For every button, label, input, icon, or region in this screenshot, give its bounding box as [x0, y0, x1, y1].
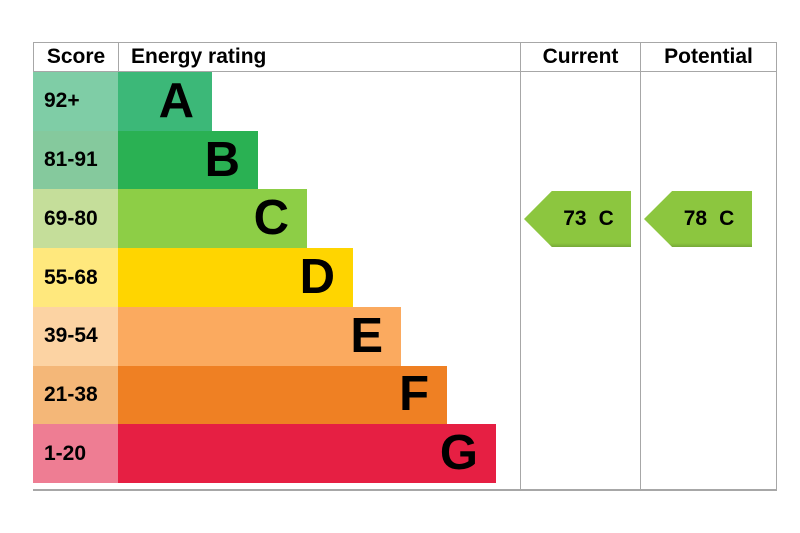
potential-rating-band: C: [719, 207, 735, 230]
score-range: 39-54: [33, 306, 118, 366]
band-letter: D: [299, 250, 335, 305]
band-letter: B: [204, 132, 240, 187]
band-letter: C: [253, 191, 289, 246]
band-bar-g: G: [118, 424, 496, 484]
score-range: 55-68: [33, 248, 118, 307]
score-range: 92+: [33, 72, 118, 131]
table-header: Score Energy rating Current Potential: [33, 42, 777, 72]
score-range: 81-91: [33, 130, 118, 190]
band-letter: G: [439, 426, 478, 481]
band-letter: A: [158, 73, 194, 128]
band-bar-d: D: [118, 248, 353, 307]
rating-row-d: 55-68 D: [33, 248, 777, 307]
current-column-divider: [520, 72, 521, 490]
header-score: Score: [34, 43, 119, 71]
rating-row-e: 39-54 E: [33, 306, 777, 366]
potential-rating-value: 78: [683, 207, 708, 230]
header-energy-rating: Energy rating: [119, 43, 521, 71]
rating-row-g: 1-20 G: [33, 424, 777, 484]
score-range: 1-20: [33, 424, 118, 484]
table-bottom-border: [33, 489, 777, 491]
potential-column-divider: [640, 72, 641, 490]
score-range: 69-80: [33, 189, 118, 249]
band-letter: F: [399, 367, 429, 422]
band-bar-b: B: [118, 130, 258, 190]
band-bar-a: A: [118, 72, 212, 131]
header-current: Current: [521, 43, 641, 71]
current-rating-value: 73: [563, 207, 587, 230]
header-potential: Potential: [664, 45, 753, 68]
rating-row-b: 81-91 B: [33, 130, 777, 190]
rating-row-c: 69-80 C: [33, 189, 777, 249]
rating-rows: 92+ A 81-91 B 69-80 C 55-68 D 39-54 E 21-38 F 1-20 G: [33, 72, 777, 484]
band-letter: E: [350, 308, 383, 363]
score-range: 21-38: [33, 365, 118, 425]
band-bar-f: F: [118, 365, 447, 425]
current-rating-band: C: [598, 207, 614, 230]
right-table-border: [776, 72, 777, 490]
rating-row-a: 92+ A: [33, 72, 777, 131]
band-bar-e: E: [118, 306, 401, 366]
band-bar-c: C: [118, 189, 307, 249]
rating-row-f: 21-38 F: [33, 365, 777, 425]
